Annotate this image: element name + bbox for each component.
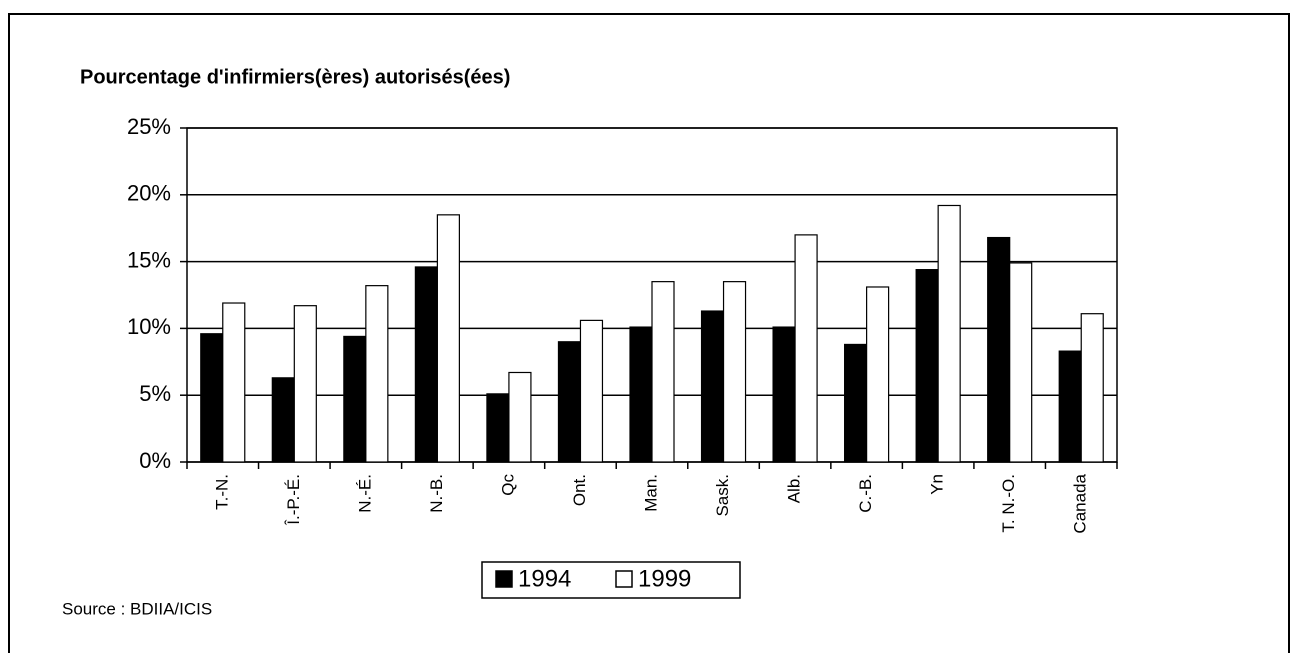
bar (722, 281, 747, 463)
legend-swatch (615, 570, 633, 588)
x-tick-label: Yn (928, 474, 947, 495)
bar (629, 326, 653, 463)
y-tick-label: 0% (139, 448, 171, 473)
y-tick-label: 25% (127, 114, 171, 139)
legend-label: 1994 (518, 565, 571, 592)
bar (1009, 262, 1033, 463)
bar (293, 305, 317, 463)
bar (651, 281, 675, 463)
bar (794, 234, 818, 463)
bar (222, 302, 246, 463)
x-tick-label: C.-B. (856, 474, 875, 513)
bar (271, 377, 295, 463)
x-tick-label: Qc (498, 474, 517, 496)
bar (508, 371, 532, 463)
chart-title: Pourcentage d'infirmiers(ères) autorisés… (80, 66, 510, 88)
bar (557, 341, 582, 463)
legend (481, 561, 741, 599)
bar (937, 204, 961, 463)
y-tick-label: 5% (139, 381, 171, 406)
bar (915, 269, 939, 463)
bar (343, 335, 367, 463)
y-tick-label: 20% (127, 181, 171, 206)
bar (844, 343, 868, 463)
y-tick-label: 15% (127, 247, 171, 272)
bar (866, 286, 890, 463)
bar (987, 236, 1011, 463)
x-tick-label: T.-N. (212, 474, 231, 510)
bar (436, 214, 460, 463)
x-tick-label: Ont. (570, 474, 589, 506)
bar (365, 285, 389, 463)
x-tick-label: N.-B. (427, 474, 446, 513)
bar (579, 319, 604, 463)
bar (1080, 313, 1104, 463)
bar (414, 266, 438, 463)
bar (486, 393, 510, 463)
bar (200, 333, 224, 463)
frame (8, 13, 1290, 653)
x-tick-label: Sask. (713, 474, 732, 517)
bar (772, 326, 796, 463)
y-tick-label: 10% (127, 314, 171, 339)
source: Source : BDIIA/ICIS (62, 599, 212, 618)
bar (700, 310, 725, 463)
legend-label: 1999 (638, 565, 691, 592)
x-tick-label: N.-É. (355, 474, 374, 513)
x-tick-label: Alb. (785, 474, 804, 503)
x-tick-label: T. N.-O. (999, 474, 1018, 533)
bar (1058, 350, 1082, 463)
x-tick-label: Î.-P.-É. (284, 474, 303, 526)
x-tick-label: Man. (641, 474, 660, 512)
x-tick-label: Canada (1071, 473, 1090, 533)
legend-swatch (495, 570, 513, 588)
